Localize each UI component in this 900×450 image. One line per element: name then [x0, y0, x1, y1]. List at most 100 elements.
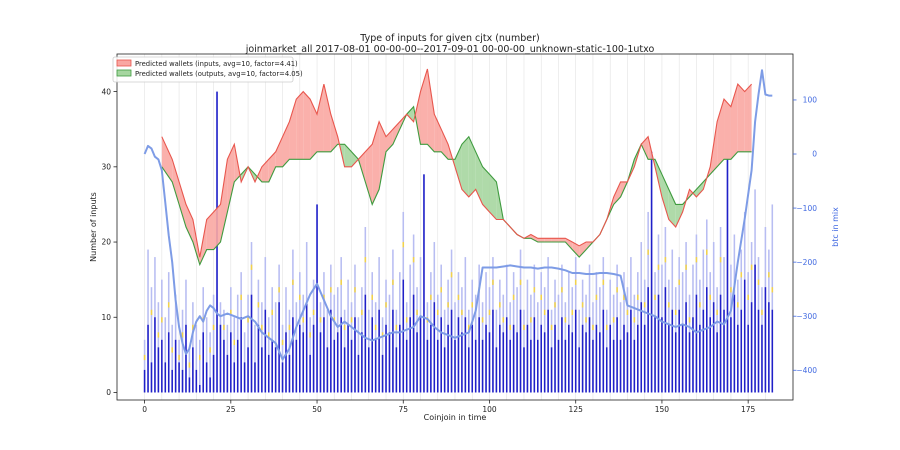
bar-yellow-mark: [167, 302, 170, 308]
bar-dark: [271, 339, 273, 393]
bar-dark: [447, 324, 449, 393]
bar-yellow-mark: [312, 309, 315, 316]
y-tick-label: 10: [101, 313, 111, 322]
fill-segment: [310, 99, 318, 160]
bar-yellow-mark: [581, 302, 584, 308]
bar-dark: [485, 324, 487, 393]
bar-dark: [416, 332, 418, 393]
bar-yellow-mark: [571, 309, 574, 316]
fill-segment: [206, 211, 214, 250]
bar-dark: [647, 287, 649, 393]
bar-dark: [343, 347, 346, 393]
bar-yellow-mark: [699, 302, 701, 308]
y-tick-label: 30: [101, 163, 111, 172]
bar-yellow-mark: [361, 309, 363, 316]
bar-dark: [243, 362, 246, 393]
bar-light: [261, 302, 263, 393]
bar-dark: [323, 317, 325, 393]
bar-dark: [233, 362, 236, 393]
fill-segment: [482, 166, 490, 212]
bar-yellow-mark: [440, 287, 442, 293]
bar-yellow-mark: [178, 354, 180, 361]
bar-dark: [754, 264, 756, 393]
x-axis-label: Coinjoin in time: [424, 413, 487, 422]
bar-yellow-mark: [198, 354, 201, 361]
bar-yellow-mark: [481, 317, 484, 323]
bar-dark: [285, 332, 287, 393]
bar-dark: [702, 309, 705, 393]
bar-yellow-mark: [499, 302, 501, 308]
bar-yellow-mark: [405, 317, 408, 323]
bar-dark: [474, 339, 477, 393]
bar-dark: [771, 309, 774, 393]
bar-yellow-mark: [543, 309, 546, 316]
fill-segment: [296, 91, 304, 160]
bar-yellow-mark: [643, 302, 646, 308]
bar-yellow-mark: [299, 294, 301, 300]
bar-yellow-mark: [247, 317, 249, 323]
inputs-line: [161, 68, 753, 258]
bar-dark: [374, 339, 377, 393]
bar-dark: [230, 332, 232, 393]
fill-between-areas: [161, 69, 752, 265]
bar-yellow-mark: [637, 294, 639, 300]
bar-dark: [161, 339, 163, 393]
bar-yellow-mark: [278, 287, 280, 293]
bar-dark: [688, 332, 691, 393]
fill-segment: [661, 174, 669, 220]
bar-dark: [423, 174, 425, 393]
bar-dark: [336, 332, 339, 393]
chart-subtitle: joinmarket_all 2017-08-01 00-00-00--2017…: [245, 44, 655, 55]
bar-dark: [312, 324, 315, 393]
bar-yellow-mark: [192, 324, 194, 331]
bar-light: [188, 347, 191, 393]
bar-dark: [764, 287, 767, 393]
fill-segment: [455, 144, 462, 190]
bar-dark: [468, 347, 470, 393]
bar-dark: [388, 332, 391, 393]
bar-dark: [712, 302, 715, 393]
bar-dark: [326, 347, 329, 393]
bar-dark: [502, 332, 505, 393]
bar-dark: [740, 309, 743, 393]
fill-segment: [696, 181, 704, 197]
bar-dark: [247, 347, 249, 393]
bar-yellow-mark: [592, 324, 594, 331]
bar-dark: [495, 347, 498, 393]
bar-dark: [412, 294, 415, 393]
bar-light: [192, 302, 194, 393]
bar-light: [233, 317, 236, 393]
fill-segment: [179, 181, 186, 227]
bar-dark: [430, 324, 432, 393]
bar-light: [157, 302, 160, 393]
bar-dark: [361, 332, 363, 393]
fill-segment: [475, 151, 483, 205]
bar-dark: [461, 332, 463, 393]
bar-dark: [536, 339, 539, 393]
bar-yellow-mark: [647, 249, 649, 255]
bar-yellow-mark: [250, 264, 253, 270]
bar-yellow-mark: [585, 317, 587, 323]
bar-dark: [443, 347, 446, 393]
bar-light: [195, 324, 198, 393]
bar-yellow-mark: [450, 272, 453, 278]
bar-yellow-mark: [550, 324, 553, 331]
bar-yellow-mark: [257, 302, 260, 308]
bar-yellow-mark: [309, 332, 311, 338]
bar-dark: [540, 324, 543, 393]
bar-yellow-mark: [668, 302, 670, 308]
bar-yellow-mark: [602, 279, 605, 285]
bar-dark: [481, 339, 484, 393]
x-axis-ticks: 0 25 50 75 100 125 150 175: [142, 400, 756, 414]
bar-yellow-mark: [512, 294, 515, 300]
bar-dark: [692, 317, 694, 393]
x-tick-label: 25: [226, 405, 236, 414]
bar-dark: [240, 317, 242, 393]
bar-dark: [681, 324, 684, 393]
fill-segment: [689, 189, 693, 197]
bar-dark: [550, 347, 553, 393]
bar-light: [161, 279, 163, 393]
bar-dark: [457, 317, 460, 393]
bar-dark: [578, 347, 580, 393]
bar-dark: [588, 317, 591, 393]
